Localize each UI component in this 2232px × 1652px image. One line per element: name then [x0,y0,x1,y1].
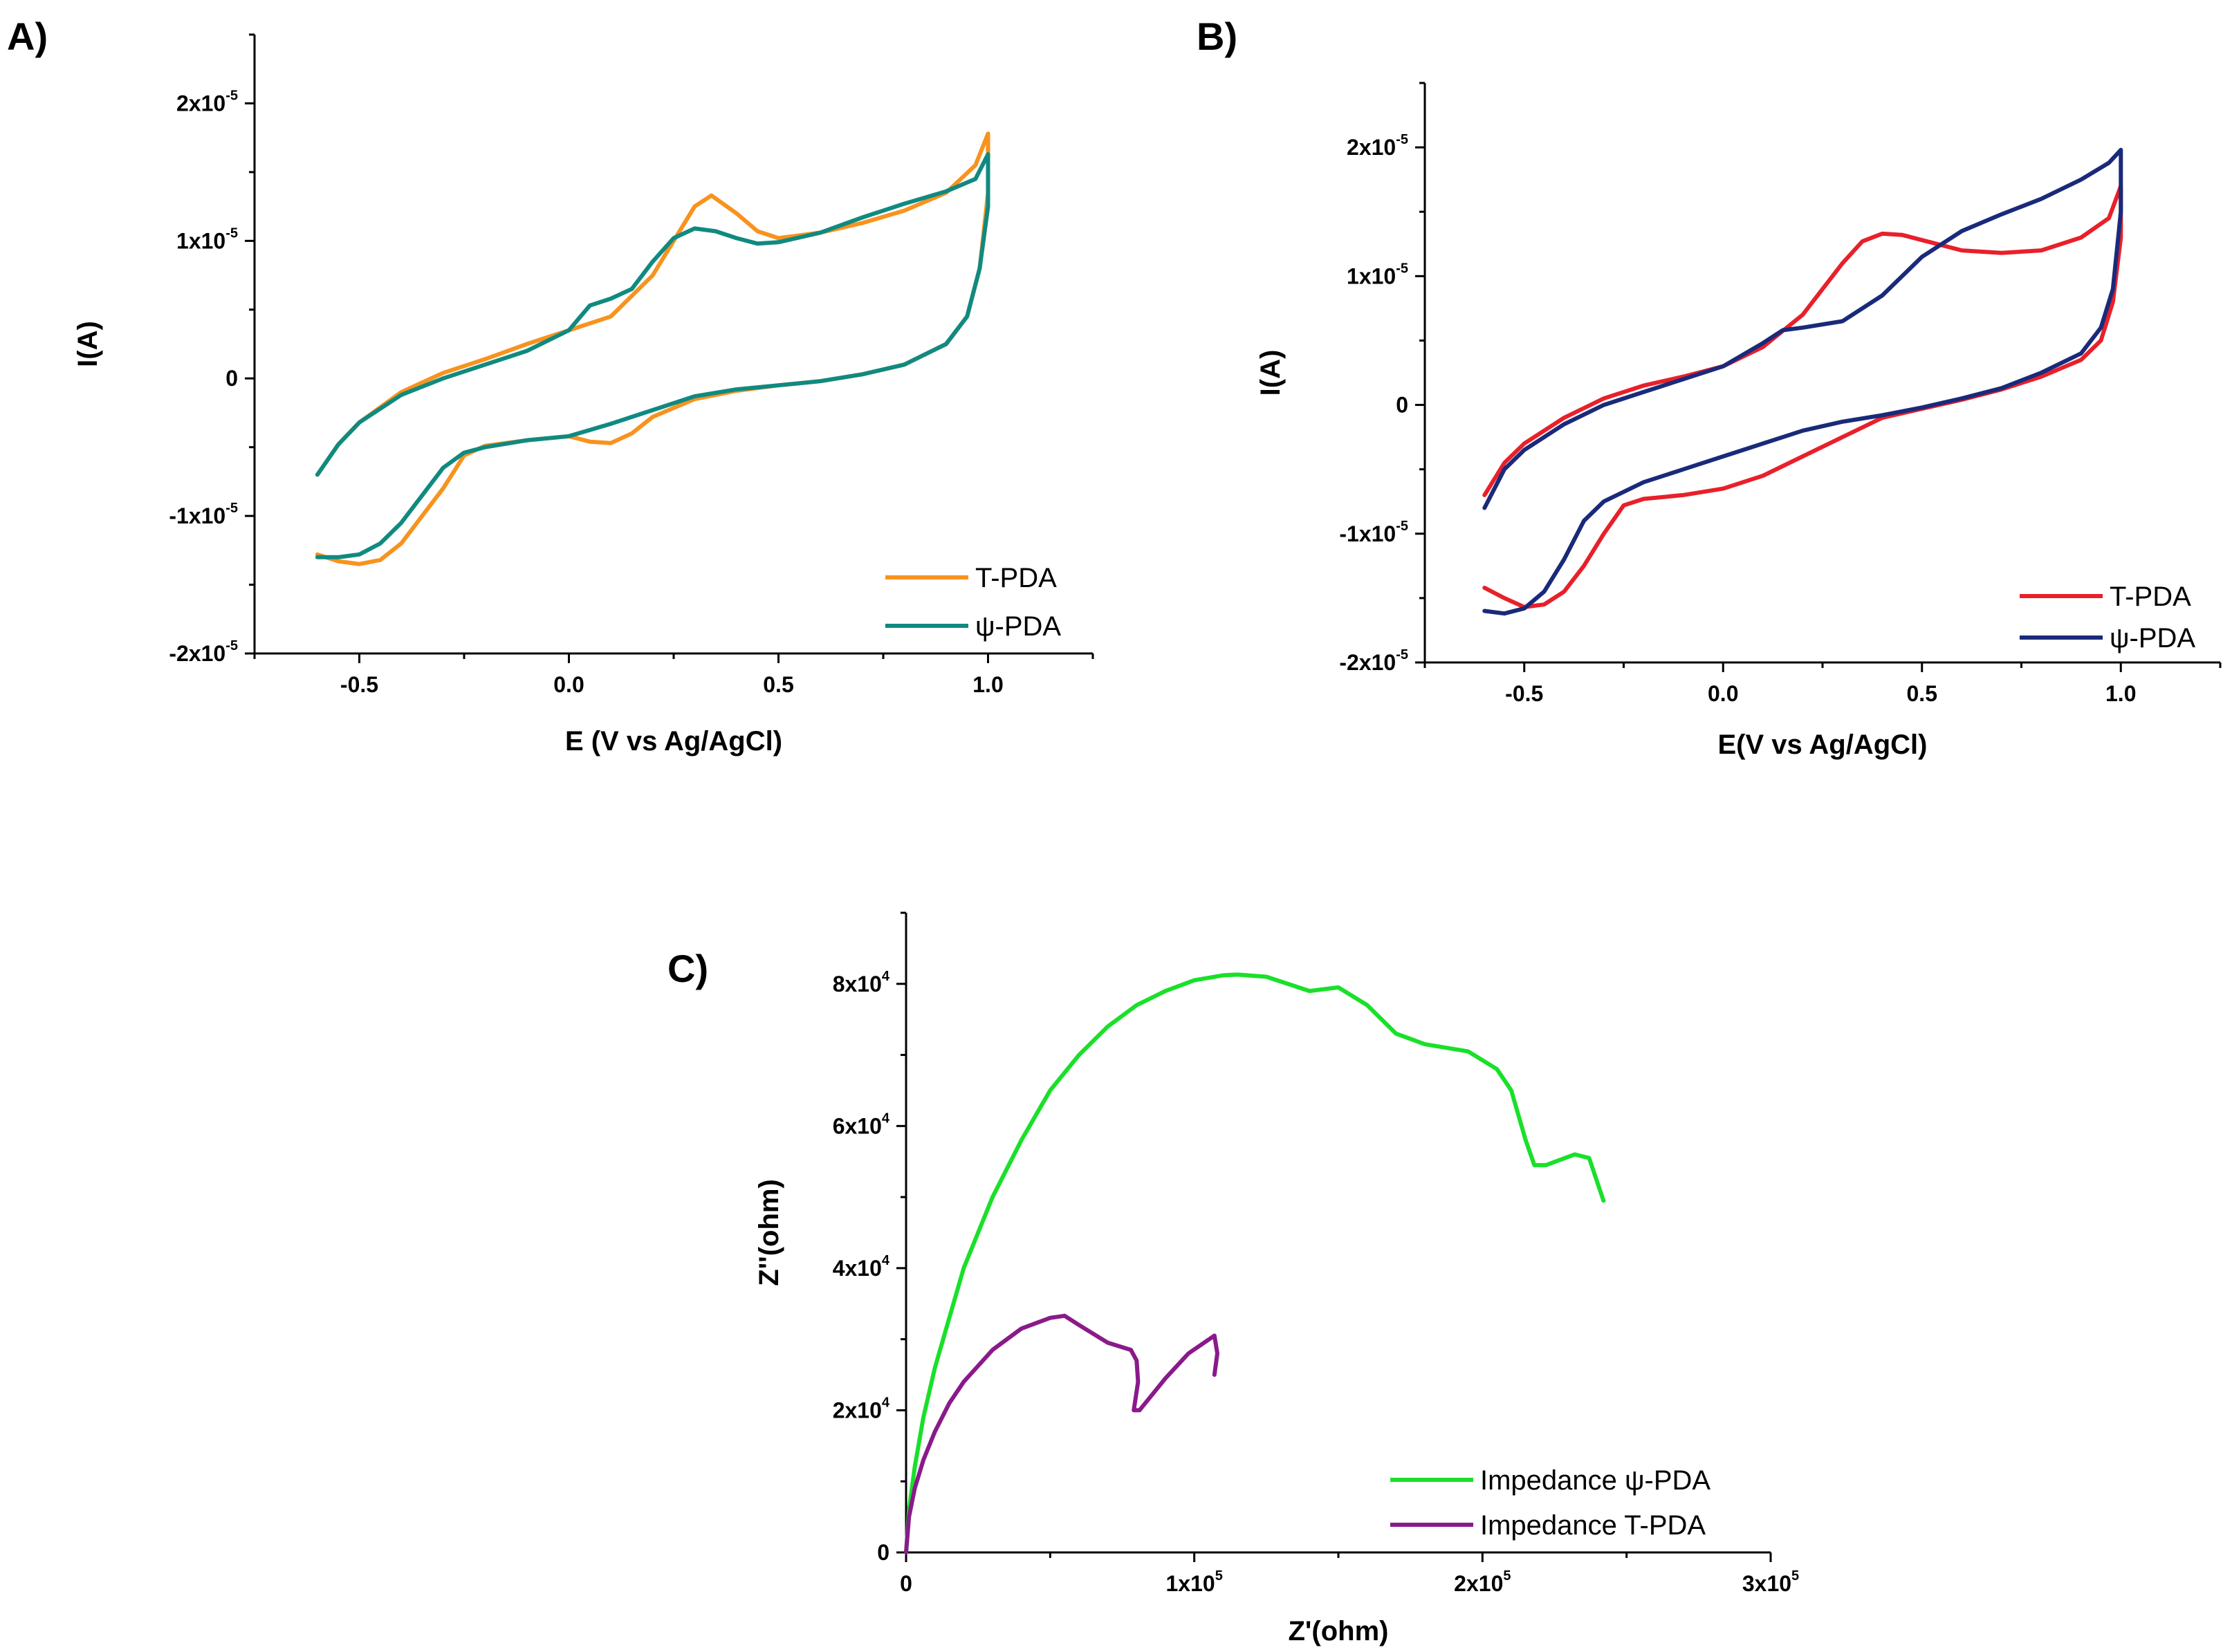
panel-c-label: C) [667,947,708,990]
panel-a-x-tick-label: 1.0 [972,672,1003,697]
panel-b-y-tick-label: 2x10-5 [1347,132,1408,160]
panel-b-label: B) [1197,15,1237,58]
panel-a-legend-label-2: ψ-PDA [975,611,1061,642]
panel-c-x-axis-title: Z'(ohm) [1288,1616,1388,1646]
panel-a-y-tick-label: 2x10-5 [176,88,238,115]
panel-b-legend-label-2: ψ-PDA [2110,623,2195,653]
panel-a-legend-label-1: T-PDA [975,563,1057,593]
panel-b-x-tick-label: 1.0 [2105,681,2136,706]
panel-c-series-2-line [904,1313,1219,1554]
panel-a-label: A) [7,15,48,58]
panel-a-x-tick-label: 0.0 [553,672,584,697]
panel-b-chart: B) 2x10-5 1x10-5 0 -1x10-5 -2x10-5 -0.5 0.0 0.5 1… [1197,15,2222,760]
panel-a-x-tick-label: -0.5 [340,672,378,697]
panel-a-y-tick-label: 0 [225,366,238,391]
panel-c-x-tick-label: 3x105 [1742,1568,1799,1596]
panel-a-y-tick-label: -1x10-5 [169,501,238,528]
panel-b-x-tick-label: 0.5 [1907,681,1937,706]
panel-c-chart: C) 0 2x104 4x104 6x104 8x104 0 1x105 2x105 3x105 Z… [667,911,1799,1646]
panel-a-y-axis-title: I(A) [73,321,103,367]
panel-c-legend-label-2: Impedance T-PDA [1480,1510,1706,1541]
panel-b-y-tick-label: 1x10-5 [1347,261,1408,288]
panel-c-y-axis-title: Z''(ohm) [754,1179,784,1286]
panel-c-y-tick-label: 0 [877,1540,889,1565]
panel-b-x-axis-title: E(V vs Ag/AgCl) [1718,730,1928,760]
panel-c-legend-label-1: Impedance ψ-PDA [1480,1465,1710,1496]
panel-b-y-axis-title: I(A) [1255,350,1286,396]
panel-c-x-tick-label: 2x105 [1454,1568,1511,1596]
panel-a-x-axis-title: E (V vs Ag/AgCl) [565,726,782,757]
panel-a-y-tick-label: -2x10-5 [169,638,238,666]
panel-a-series-2-line [315,152,990,559]
panel-b-x-tick-label: -0.5 [1505,681,1543,706]
panel-b-y-tick-label: -1x10-5 [1339,519,1408,546]
panel-c-x-tick-label: 1x105 [1166,1568,1223,1596]
panel-c-y-tick-label: 6x104 [833,1111,890,1138]
panel-c-y-tick-label: 4x104 [833,1253,890,1281]
panel-b-x-tick-label: 0.0 [1708,681,1738,706]
panel-a-x-tick-label: 0.5 [763,672,793,697]
panel-b-series-1-line [1482,184,2123,609]
panel-a-y-tick-label: 1x10-5 [176,225,238,253]
panel-b-series-2-line [1482,147,2123,616]
panel-c-y-tick-label: 8x104 [833,969,890,996]
panel-c-y-tick-label: 2x104 [833,1395,890,1422]
panel-c-series-1-line [904,972,1606,1554]
panel-b-y-tick-label: -2x10-5 [1339,647,1408,675]
panel-b-legend-label-1: T-PDA [2110,582,2191,612]
panel-c-x-tick-label: 0 [900,1571,912,1596]
panel-b-y-tick-label: 0 [1396,393,1408,418]
panel-a-chart: A) 2x10-5 1x10-5 0 -1x10-5 -2x10-5 -0.5 0.0 0.5 1… [7,15,1094,757]
